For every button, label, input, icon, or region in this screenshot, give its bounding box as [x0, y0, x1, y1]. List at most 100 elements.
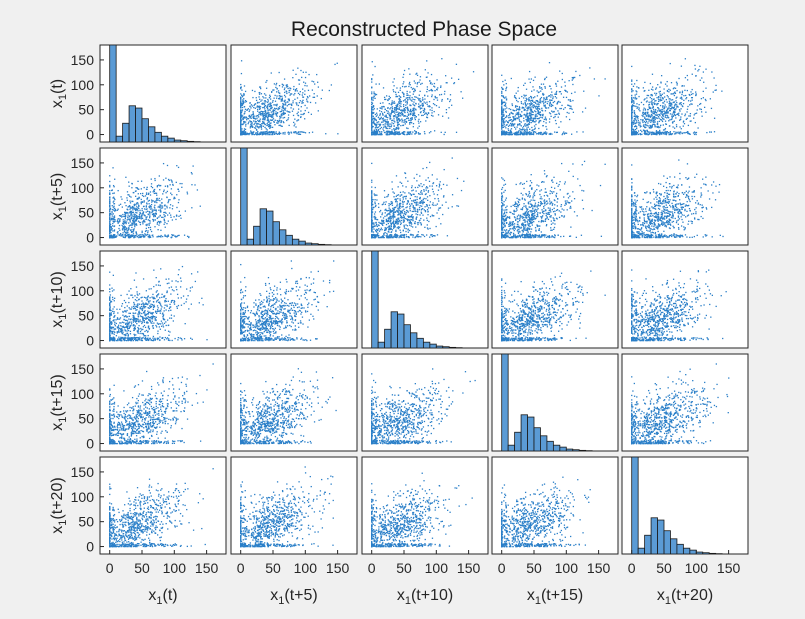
scatter-point — [529, 100, 532, 102]
scatter-point — [373, 93, 375, 95]
scatter-point — [394, 133, 396, 136]
scatter-point — [154, 226, 156, 228]
scatter-point — [240, 114, 242, 116]
scatter-point — [374, 202, 376, 205]
scatter-point — [414, 118, 417, 121]
scatter-point — [121, 206, 123, 208]
scatter-point — [411, 117, 413, 119]
scatter-point — [243, 93, 245, 95]
scatter-point — [134, 235, 136, 237]
scatter-point — [636, 91, 638, 93]
scatter-point — [261, 132, 264, 135]
scatter-point — [241, 123, 244, 126]
scatter-point — [155, 198, 158, 200]
scatter-point — [515, 133, 518, 136]
scatter-point — [449, 94, 452, 96]
scatter-point — [432, 115, 434, 117]
scatter-point — [147, 219, 149, 221]
scatter-point — [631, 130, 633, 132]
scatter-point — [133, 204, 135, 206]
scatter-point — [551, 94, 553, 96]
scatter-point — [177, 201, 180, 204]
scatter-point — [166, 164, 169, 167]
scatter-point — [409, 98, 411, 100]
scatter-point — [113, 235, 115, 237]
scatter-point — [384, 119, 386, 121]
scatter-point — [526, 123, 528, 126]
scatter-point — [539, 100, 541, 102]
scatter-point — [543, 132, 546, 134]
scatter-point — [654, 117, 656, 119]
scatter-point — [421, 205, 423, 207]
scatter-point — [522, 127, 524, 129]
scatter-point — [410, 117, 412, 119]
scatter-point — [548, 133, 550, 135]
scatter-point — [148, 215, 151, 217]
scatter-point — [381, 106, 383, 108]
scatter-point — [377, 236, 380, 239]
scatter-point — [272, 118, 275, 120]
scatter-point — [261, 123, 263, 125]
scatter-point — [395, 104, 397, 107]
scatter-point — [528, 103, 531, 105]
scatter-point — [505, 99, 508, 101]
scatter-point — [254, 90, 256, 93]
scatter-point — [675, 133, 677, 135]
scatter-point — [393, 128, 395, 130]
scatter-point — [561, 78, 564, 81]
scatter-point — [170, 188, 173, 190]
scatter-point — [408, 68, 410, 70]
scatter-point — [269, 94, 271, 96]
scatter-point — [175, 236, 177, 238]
scatter-point — [683, 132, 685, 134]
scatter-point — [396, 132, 399, 134]
scatter-point — [644, 126, 646, 128]
scatter-point — [512, 125, 514, 127]
scatter-point — [371, 91, 373, 93]
scatter-point — [277, 133, 279, 135]
scatter-point — [659, 93, 661, 95]
scatter-point — [648, 107, 651, 110]
scatter-point — [633, 130, 635, 132]
scatter-point — [426, 219, 428, 222]
scatter-point — [389, 131, 391, 133]
scatter-point — [684, 114, 686, 117]
scatter-point — [259, 107, 261, 110]
scatter-point — [244, 99, 247, 102]
scatter-point — [418, 103, 420, 105]
scatter-point — [552, 104, 554, 107]
scatter-point — [149, 211, 151, 213]
scatter-point — [668, 120, 670, 122]
scatter-point — [139, 211, 141, 214]
scatter-point — [526, 131, 529, 133]
scatter-point — [656, 133, 658, 136]
scatter-point — [397, 111, 399, 113]
scatter-point — [397, 194, 400, 196]
scatter-point — [293, 94, 295, 96]
scatter-point — [668, 132, 670, 134]
scatter-point — [176, 215, 178, 217]
scatter-point — [662, 106, 664, 108]
scatter-point — [668, 100, 671, 102]
scatter-point — [263, 104, 266, 106]
histogram-bar — [317, 243, 326, 245]
scatter-point — [284, 133, 286, 135]
scatter-point — [395, 111, 397, 113]
scatter-point — [271, 126, 274, 129]
scatter-point — [113, 203, 115, 205]
scatter-point — [166, 190, 169, 193]
scatter-point — [161, 198, 163, 200]
scatter-point — [155, 200, 157, 202]
scatter-point — [304, 104, 306, 107]
scatter-point — [111, 215, 113, 217]
scatter-point — [395, 218, 398, 220]
scatter-point — [145, 234, 147, 236]
scatter-point — [371, 193, 373, 195]
scatter-point — [634, 98, 636, 100]
scatter-point — [639, 110, 641, 112]
scatter-point — [679, 126, 681, 128]
scatter-point — [138, 234, 140, 237]
scatter-point — [695, 94, 697, 97]
scatter-point — [372, 118, 374, 120]
